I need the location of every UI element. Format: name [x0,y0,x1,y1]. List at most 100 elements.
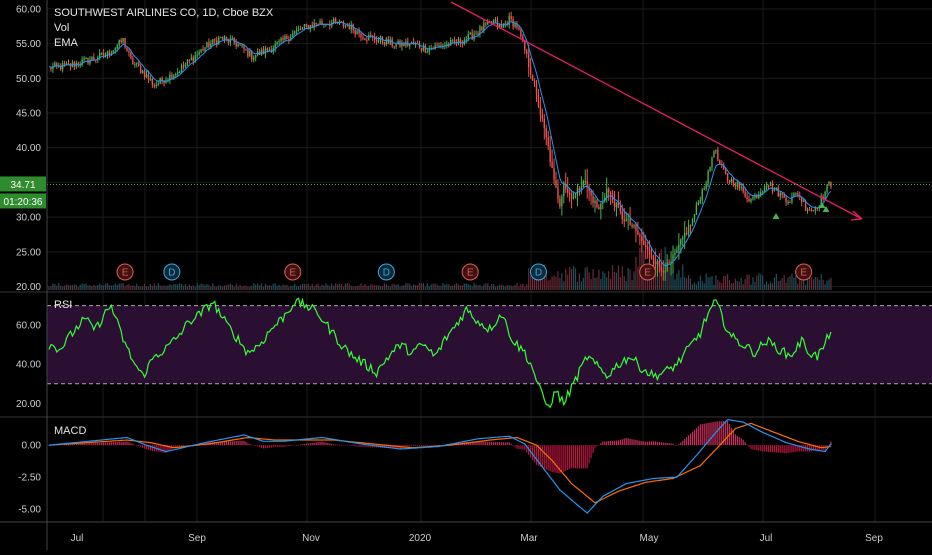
candle-body [173,75,175,79]
macd-histogram-bar [701,424,703,446]
earnings-event-marker[interactable]: E [461,263,479,281]
candle-body [253,57,255,60]
candle-body [364,38,366,40]
volume-bar [422,283,424,290]
earnings-event-marker[interactable]: E [795,263,813,281]
macd-histogram-bar [278,445,280,447]
candle-body [814,208,817,211]
dividend-event-marker[interactable]: D [377,263,395,281]
macd-histogram-bar [504,442,506,446]
candle-body [280,37,282,42]
time-tick-label: 2020 [409,533,432,544]
macd-histogram-bar [569,445,571,470]
volume-indicator-label[interactable]: Vol [54,22,70,34]
last-price-badge[interactable]: 34.71 [0,176,46,192]
macd-histogram-bar [723,421,725,446]
macd-histogram-bar [695,428,697,446]
volume-bar [140,286,142,290]
macd-histogram-bar [473,441,475,446]
volume-bar [286,284,288,290]
volume-bar [255,284,257,290]
macd-histogram-bar [709,422,711,446]
candle-body [763,187,766,192]
macd-histogram-bar [422,445,424,446]
volume-bar [610,279,612,290]
volume-bar [455,283,458,290]
volume-bar [212,283,214,290]
macd-histogram-bar [615,440,618,446]
macd-histogram-bar [721,421,723,446]
macd-histogram-bar [126,441,128,446]
macd-histogram-bar [707,422,709,446]
candle-body [469,32,471,34]
candle-body [239,44,241,46]
volume-bar [223,285,226,290]
macd-histogram-bar [485,441,487,446]
volume-bar [448,284,450,290]
signal-triangle-icon [818,202,826,208]
volume-bar [602,271,604,290]
candle-body [251,50,253,60]
macd-histogram-bar [545,445,547,470]
macd-histogram-bar [290,445,292,446]
candle-body [508,15,510,26]
macd-histogram-bar [245,442,247,446]
candle-body [648,249,651,256]
volume-bar [487,283,489,290]
macd-histogram-bar [301,444,304,446]
dividend-event-marker[interactable]: D [529,263,547,281]
macd-histogram-bar [551,445,553,473]
macd-histogram-bar [777,445,779,453]
earnings-event-marker[interactable]: E [284,263,302,281]
candle-body [744,191,746,197]
macd-histogram-bar [691,431,694,446]
macd-histogram-bar [173,445,175,449]
macd-histogram-bar [617,440,619,446]
volume-bar [288,286,290,290]
price-tick-label: 40.00 [16,143,41,154]
macd-histogram-bar [411,445,413,446]
macd-histogram-bar [555,445,557,473]
macd-histogram-bar [161,445,163,453]
volume-bar [578,273,580,290]
macd-histogram-bar [270,445,272,448]
volume-bar [327,284,329,290]
candle-body [333,18,335,23]
volume-bar [368,285,370,290]
candle-body [180,65,183,73]
candle-body [278,41,280,43]
volume-bar [631,280,633,290]
candle-body [789,201,791,203]
ema-indicator-label[interactable]: EMA [54,37,78,49]
candle-body [567,188,569,194]
volume-bar [475,284,477,290]
volume-bar [305,284,307,290]
volume-bar [524,286,526,290]
volume-bar [97,285,99,290]
macd-histogram-bar [167,445,169,452]
candle-body [582,181,584,188]
candle-body [307,25,310,30]
macd-histogram-bar [799,445,801,452]
dividend-event-marker[interactable]: D [163,263,181,281]
volume-bar [590,279,592,290]
candle-body [77,62,79,66]
volume-bar [489,285,491,290]
candle-body [93,57,95,60]
macd-histogram-bar [801,445,803,452]
candle-body [264,48,267,55]
macd-histogram-bar [352,445,354,447]
rsi-tick-label: 60.00 [16,321,41,332]
candle-body [186,59,189,65]
earnings-event-marker[interactable]: E [116,263,134,281]
volume-bar [549,279,551,290]
candle-body [502,25,505,28]
volume-bar [280,286,282,290]
candle-body [812,210,815,212]
earnings-event-marker[interactable]: E [639,263,657,281]
candle-body [541,114,544,119]
volume-bar [446,284,448,290]
volume-bar [508,285,510,290]
volume-bar [738,281,740,290]
